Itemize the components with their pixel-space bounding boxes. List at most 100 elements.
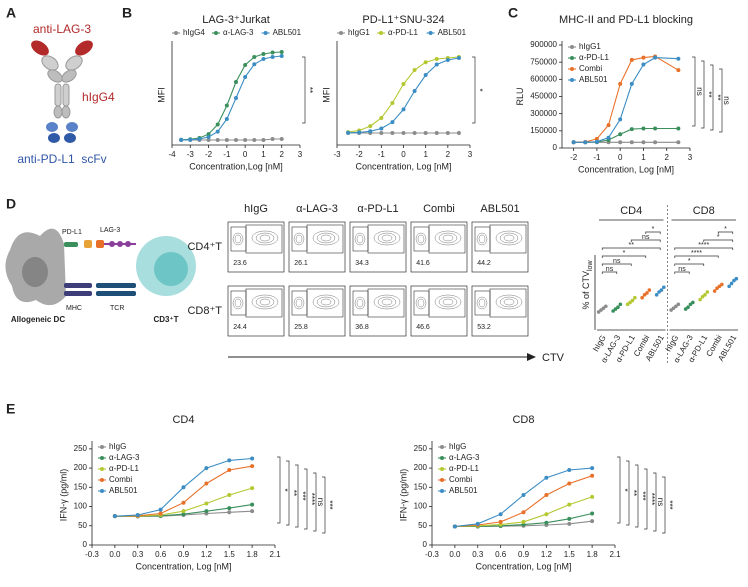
contour <box>234 298 242 308</box>
data-point <box>618 81 623 86</box>
chart-title: LAG-3⁺Jurkat <box>202 14 270 26</box>
significance-label: ** <box>305 87 314 93</box>
data-point <box>227 510 232 515</box>
legend-marker <box>263 31 268 35</box>
contour <box>232 232 244 246</box>
group-title: CD4 <box>620 205 642 217</box>
y-tick-label: 150 <box>414 482 428 491</box>
data-point <box>630 298 635 303</box>
data-point <box>401 82 406 86</box>
gate-percentage: 41.6 <box>416 260 430 267</box>
data-point <box>227 468 232 472</box>
data-point <box>683 307 688 311</box>
data-point <box>727 284 731 289</box>
data-point <box>659 288 664 292</box>
legend-label: α-LAG-3 <box>109 453 140 462</box>
data-point <box>434 57 439 61</box>
significance-bracket <box>644 468 648 530</box>
x-tick-label: 0 <box>401 150 406 159</box>
data-point <box>590 473 595 478</box>
significance-bracket <box>710 64 714 131</box>
gate-percentage: 25.8 <box>294 324 308 331</box>
ctv-arrowhead <box>527 353 536 361</box>
data-point <box>629 140 634 145</box>
significance-label: ** <box>704 91 713 97</box>
flow-plot <box>288 221 346 273</box>
contour <box>259 234 271 242</box>
contour <box>476 296 488 310</box>
gate <box>291 290 308 316</box>
data-point <box>567 516 572 521</box>
significance-bracket <box>653 472 657 532</box>
x-tick-label: -1 <box>593 153 601 162</box>
significance-bracket <box>626 460 630 526</box>
gate <box>474 226 491 252</box>
column-header: α-PD-L1 <box>357 203 398 215</box>
data-point <box>250 509 255 514</box>
data-point <box>188 137 193 142</box>
data-point <box>243 138 248 142</box>
data-point <box>583 140 588 145</box>
data-point <box>703 293 707 297</box>
contour <box>251 230 279 246</box>
data-point <box>654 293 659 297</box>
legend-label: ABL501 <box>109 486 138 495</box>
contour <box>438 296 458 308</box>
legend-marker <box>570 56 574 60</box>
legend-label: hIgG1 <box>348 28 370 37</box>
data-point <box>653 55 658 60</box>
x-tick-label: 0.0 <box>449 550 461 559</box>
significance-bracket <box>719 68 723 133</box>
contour <box>499 232 519 244</box>
contour <box>255 296 275 308</box>
gate-percentage: 44.2 <box>477 260 491 267</box>
data-point <box>224 117 229 121</box>
significance-label: **** <box>698 242 709 249</box>
data-point <box>618 302 623 307</box>
contour <box>495 294 523 310</box>
y-tick-label: 750000 <box>530 57 557 66</box>
contour <box>293 232 305 246</box>
data-point <box>368 124 373 129</box>
mechanism-label: MHC <box>66 305 82 312</box>
legend-label: hIgG1 <box>579 42 601 51</box>
data-point <box>250 456 255 461</box>
gate <box>306 288 344 318</box>
x-tick-label: 2 <box>446 150 451 159</box>
x-tick-label: 0 <box>618 153 623 162</box>
gate-percentage: 23.6 <box>233 260 247 267</box>
data-point <box>705 290 710 294</box>
contour <box>377 232 397 244</box>
x-tick-label: 2 <box>665 153 670 162</box>
significance-bracket <box>674 263 705 266</box>
x-axis-label: Concentration, Log [nM] <box>475 561 571 571</box>
data-point <box>720 282 724 287</box>
y-tick-label: 450000 <box>530 92 557 101</box>
data-point <box>279 54 284 58</box>
x-tick-label: 2.1 <box>609 550 621 559</box>
data-point <box>647 288 652 292</box>
data-point <box>676 56 681 61</box>
data-point <box>158 507 163 512</box>
significance-bracket <box>322 476 326 534</box>
data-point <box>401 107 406 112</box>
data-point <box>521 519 526 524</box>
legend-label: Combi <box>579 64 602 73</box>
data-point <box>234 138 238 142</box>
data-point <box>206 135 211 139</box>
data-point <box>657 290 661 294</box>
x-tick-label: 0.3 <box>472 550 484 559</box>
significance-bracket <box>601 247 661 250</box>
x-tick-label: 1.5 <box>224 550 236 559</box>
contour <box>373 294 401 310</box>
legend-label: hIgG <box>449 442 466 451</box>
x-tick-label: 0.3 <box>132 550 144 559</box>
significance-label: **** <box>307 493 316 505</box>
data-point <box>498 519 503 524</box>
data-point <box>596 310 601 314</box>
data-point <box>181 512 186 517</box>
data-point <box>698 297 702 302</box>
contour <box>476 232 488 246</box>
flow-plot <box>410 221 468 273</box>
y-tick-label: 600000 <box>530 74 557 83</box>
